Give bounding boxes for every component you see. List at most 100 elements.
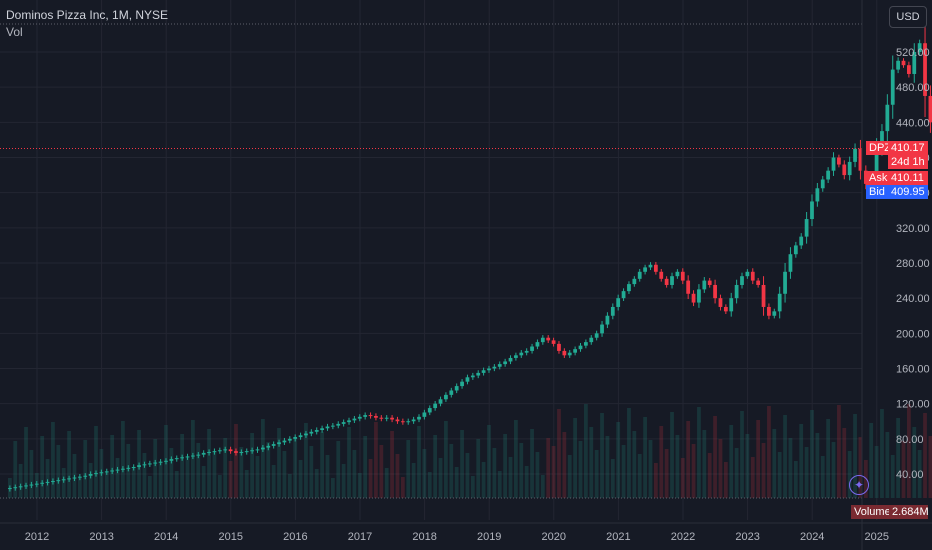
candle-body [912,52,917,74]
candle-body [745,271,750,277]
volume-bar [18,464,23,498]
candle-body [121,468,125,470]
candle-body [567,352,572,356]
candle-body [487,368,491,371]
candle-body [680,271,685,281]
candle-body [293,437,298,439]
volume-bar [244,470,249,498]
candle-body [115,469,120,471]
candle-body [271,444,276,446]
volume-bar [616,422,621,498]
volume-bar [831,442,836,498]
volume-bar [357,473,362,498]
volume-bar [309,446,314,498]
candle-body [191,455,195,457]
volume-bar [400,477,405,498]
volume-bar [503,434,508,498]
candle-body [594,333,599,338]
volume-bar [718,439,723,498]
volume-bar [196,443,201,498]
candle-body [535,342,540,347]
candle-body [61,479,66,481]
volume-bar [465,453,470,498]
candle-body [67,478,71,480]
x-tick-label: 2016 [283,531,307,543]
x-tick-label: 2023 [735,531,759,543]
volume-bar [885,432,890,498]
volume-bar [481,462,486,498]
candle-body [7,488,12,490]
volume-bar [51,422,55,498]
volume-bar [487,425,491,498]
volume-bar [13,441,18,498]
candle-body [578,345,583,350]
candle-body [18,486,23,488]
candle-body [77,476,82,478]
volume-bar [826,419,831,498]
candle-body [917,43,922,52]
candle-body [142,464,147,466]
candle-body [357,416,362,419]
volume-bar [820,456,825,498]
candle-body [223,449,228,451]
candle-body [56,480,61,482]
candle-body [255,449,260,451]
x-tick-label: 2019 [477,531,501,543]
candle-body [734,284,739,299]
candle-body [212,451,217,453]
y-tick-label: 240.00 [896,293,930,305]
volume-bar [540,475,545,498]
volume-bar [131,467,136,498]
candle-body [616,298,621,307]
candle-body [40,482,45,484]
volume-bar [508,457,513,498]
volume-bar [627,408,631,498]
volume-legend-label: Vol [6,25,23,39]
volume-bar [648,440,653,498]
candle-body [627,284,631,292]
candle-body [126,467,131,469]
candle-body [837,157,841,165]
volume-bar [282,451,287,498]
candle-body [740,276,744,285]
candle-body [400,421,405,423]
volume-bar [147,476,152,498]
volume-bar [707,453,712,498]
y-tick-label: 200.00 [896,328,930,340]
volume-bar [104,472,109,498]
volume-bar [304,423,308,498]
volume-bar [723,462,728,498]
volume-bar [61,468,66,498]
candle-body [476,372,481,376]
countdown-tag: 24d 1h [888,155,928,169]
candle-body [718,298,723,307]
volume-bar [847,451,852,498]
candle-body [406,421,411,423]
candle-body [384,417,389,419]
y-tick-label: 480.00 [896,82,930,94]
volume-bar [422,449,427,498]
volume-bar [530,429,534,498]
last-price-tag: 410.17 [888,141,928,155]
volume-bar [77,477,82,498]
volume-bar [169,448,174,498]
candle-body [104,471,109,473]
volume-bar [110,435,115,498]
volume-bar [557,409,561,498]
candle-body [853,148,857,162]
candle-body [702,280,707,290]
candle-body [519,352,524,356]
candle-body [793,245,798,255]
x-tick-label: 2013 [89,531,113,543]
volume-bar [810,410,814,498]
x-tick-label: 2015 [219,531,243,543]
currency-button[interactable]: USD [889,6,927,28]
volume-bar [207,429,211,498]
candle-body [368,415,373,417]
ask-price-tag: 410.11 [888,171,928,185]
candle-body [632,278,637,285]
candle-body [589,337,594,343]
volume-bar [584,404,588,498]
sparkle-icon[interactable]: ✦ [849,475,869,495]
